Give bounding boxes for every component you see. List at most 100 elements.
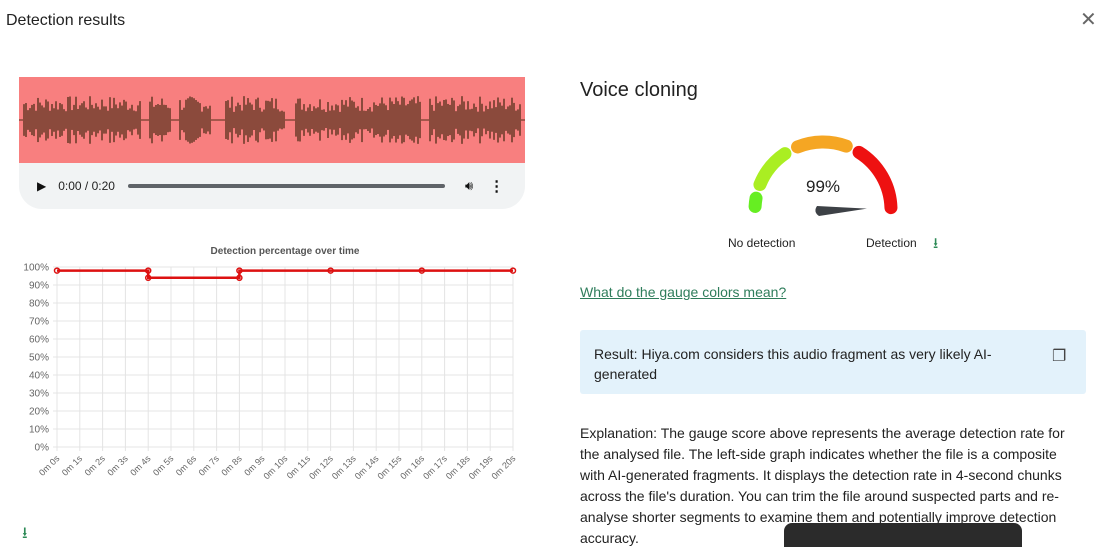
waveform-bar: [57, 109, 59, 131]
waveform-bar: [97, 106, 99, 134]
waveform-bar: [333, 110, 335, 130]
waveform-bar: [345, 100, 347, 140]
waveform-bar: [163, 104, 165, 136]
waveform-bar: [511, 97, 513, 143]
waveform-bar: [301, 109, 303, 131]
waveform-bar: [35, 110, 37, 130]
waveform-bar: [377, 105, 379, 135]
waveform-bar: [471, 108, 473, 132]
waveform-bar: [275, 98, 277, 142]
waveform-bar: [347, 106, 349, 134]
waveform-bar: [331, 105, 333, 135]
x-tick-label: 0m 14s: [353, 453, 381, 481]
waveform-bar: [299, 98, 301, 142]
waveform-bar: [415, 103, 417, 137]
waveform-bar: [405, 105, 407, 135]
x-tick-label: 0m 7s: [197, 453, 222, 478]
x-tick-label: 0m 20s: [489, 453, 517, 481]
waveform-bar: [99, 109, 101, 131]
waveform-bar: [273, 108, 275, 132]
x-tick-label: 0m 2s: [83, 453, 108, 478]
waveform-bar: [125, 101, 127, 139]
x-tick-label: 0m 4s: [128, 453, 153, 478]
gauge-needle: [815, 206, 867, 216]
waveform-bar: [259, 107, 261, 133]
waveform-bar: [519, 104, 521, 136]
waveform-bar: [39, 102, 41, 138]
waveform-bar: [93, 108, 95, 132]
gauge-segment-green: [748, 191, 763, 213]
waveform-bar: [387, 110, 389, 130]
gauge-value: 99%: [805, 177, 841, 196]
waveform-bar: [115, 104, 117, 136]
x-tick-label: 0m 17s: [421, 453, 449, 481]
waveform[interactable]: [19, 77, 525, 163]
waveform-bar: [335, 104, 337, 136]
waveform-bar: [353, 101, 355, 139]
more-vert-icon[interactable]: ⋮: [489, 178, 505, 195]
download-icon[interactable]: ⭳: [22, 525, 28, 542]
waveform-bar: [367, 109, 369, 131]
waveform-bar: [381, 97, 383, 143]
waveform-bar: [203, 106, 205, 134]
waveform-bar: [121, 105, 123, 135]
gauge-colors-link[interactable]: What do the gauge colors mean?: [580, 284, 787, 300]
seek-slider[interactable]: [127, 184, 445, 188]
waveform-bar: [441, 105, 443, 135]
waveform-bar: [137, 105, 139, 135]
close-icon[interactable]: ✕: [1080, 9, 1097, 31]
waveform-bar: [23, 104, 25, 136]
x-tick-label: 0m 13s: [330, 453, 358, 481]
waveform-bar: [231, 96, 233, 144]
waveform-bar: [463, 101, 465, 139]
waveform-bar: [357, 106, 359, 134]
data-point: [509, 267, 517, 274]
waveform-bar: [475, 106, 477, 134]
waveform-bar: [73, 104, 75, 136]
waveform-bar: [33, 103, 35, 137]
audio-player: ▶ 0:00 / 0:20 🔊︎ ⋮: [19, 163, 525, 209]
waveform-bar: [403, 97, 405, 143]
result-text: Result: Hiya.com considers this audio fr…: [594, 346, 992, 382]
toast: [784, 523, 1022, 547]
waveform-bar: [343, 104, 345, 136]
waveform-bar: [131, 104, 133, 136]
y-tick-label: 30%: [29, 389, 49, 400]
data-point: [327, 267, 334, 274]
waveform-bar: [67, 96, 69, 144]
waveform-bar: [297, 98, 299, 142]
data-point: [144, 274, 152, 282]
waveform-bar: [313, 106, 315, 134]
waveform-bar: [51, 104, 53, 136]
x-tick-label: 0m 8s: [219, 453, 244, 478]
copy-icon[interactable]: ❐: [1052, 348, 1067, 365]
waveform-bar: [375, 104, 377, 136]
waveform-bar: [327, 102, 329, 138]
waveform-bar: [413, 97, 415, 143]
waveform-bar: [245, 104, 247, 136]
waveform-bar: [61, 104, 63, 136]
waveform-bar: [493, 100, 495, 140]
waveform-bar: [91, 104, 93, 136]
waveform-bar: [261, 111, 263, 129]
waveform-bar: [87, 109, 89, 131]
waveform-bar: [351, 100, 353, 140]
gauge-title: Voice cloning: [580, 79, 698, 101]
play-icon[interactable]: ▶: [37, 179, 47, 193]
waveform-bar: [307, 107, 309, 133]
waveform-bar: [89, 96, 91, 144]
waveform-bar: [189, 96, 191, 144]
waveform-bar: [235, 106, 237, 134]
waveform-bar: [271, 98, 273, 142]
gauge-segment-lime: [753, 147, 792, 192]
download-icon[interactable]: ⭳: [933, 235, 939, 252]
waveform-bar: [247, 98, 249, 142]
waveform-bar: [495, 107, 497, 133]
waveform-bar: [71, 110, 73, 130]
waveform-bar: [159, 104, 161, 136]
volume-icon[interactable]: 🔊︎: [464, 178, 474, 193]
x-tick-label: 0m 16s: [398, 453, 426, 481]
waveform-bar: [101, 99, 103, 141]
waveform-bar: [341, 99, 343, 141]
waveform-bar: [123, 99, 125, 141]
